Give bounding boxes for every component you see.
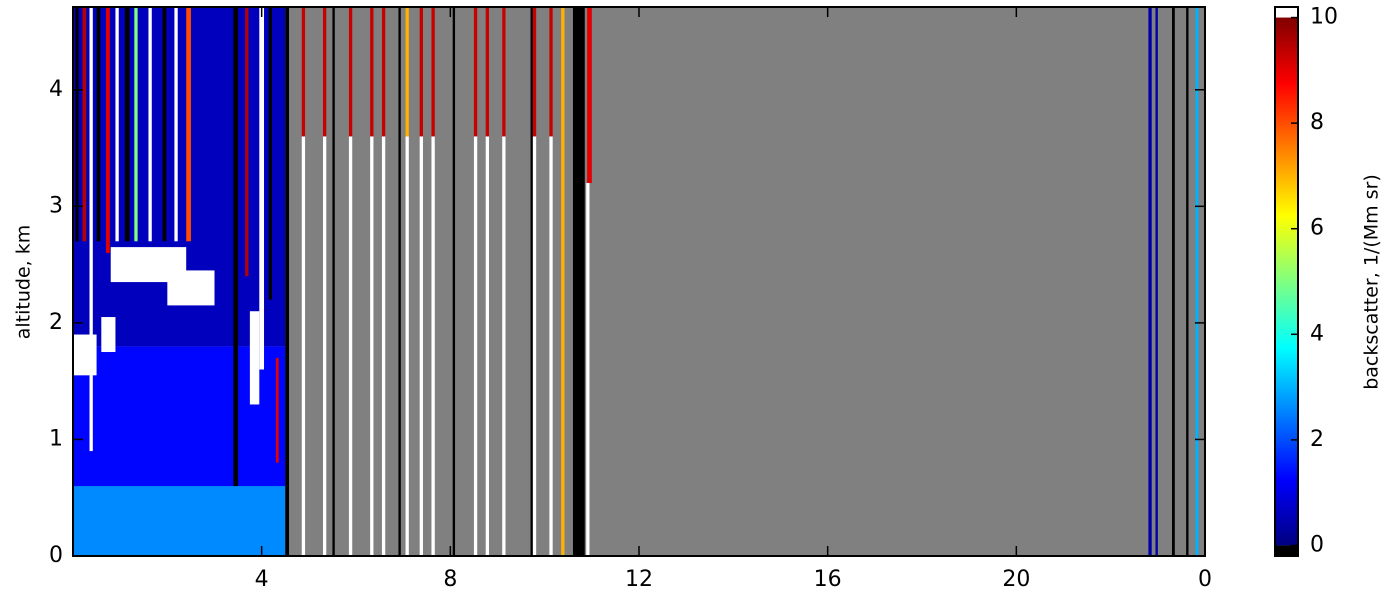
heatmap-cell [115, 7, 119, 242]
heatmap-cell [502, 7, 506, 137]
colorbar-over [1275, 7, 1298, 18]
heatmap-cell [301, 7, 306, 137]
colorbar-tick-label: 0 [1310, 532, 1324, 557]
heatmap-cell [89, 7, 93, 452]
y-tick-label: 3 [49, 193, 63, 218]
heatmap-cell [485, 7, 490, 137]
heatmap-cell [322, 7, 327, 137]
heatmap-cell [431, 7, 435, 137]
heatmap-cell [73, 334, 97, 376]
heatmap-cell [549, 7, 553, 137]
x-tick-label: 4 [255, 567, 269, 592]
heatmap-cell [381, 136, 386, 556]
heatmap-cell [370, 136, 374, 556]
heatmap-cell [431, 136, 435, 556]
heatmap-cell [405, 7, 409, 137]
heatmap-cell [405, 136, 409, 556]
colorbar-tick-label: 4 [1310, 321, 1324, 346]
heatmap-cell [587, 7, 592, 184]
heatmap-cell [348, 7, 353, 137]
heatmap-cell [268, 7, 273, 300]
x-tick-label: 8 [443, 567, 457, 592]
colorbar-tick-label: 2 [1310, 427, 1324, 452]
heatmap-cell [1186, 7, 1189, 556]
heatmap-cell [186, 7, 191, 242]
heatmap-cell [275, 357, 279, 463]
heatmap-cell [419, 136, 423, 556]
colorbar [1275, 17, 1298, 546]
heatmap-cell [1171, 7, 1175, 556]
heatmap-cell [502, 136, 506, 556]
heatmap-cell [259, 7, 265, 370]
heatmap-cell [124, 7, 130, 242]
heatmap-cell [473, 7, 478, 137]
heatmap-cell [245, 7, 249, 277]
heatmap-cell [348, 136, 353, 556]
x-tick-label: 12 [625, 567, 653, 592]
x-tick-label: 0 [1198, 567, 1212, 592]
heatmap-cell [249, 311, 260, 405]
heatmap-cell [233, 7, 239, 487]
heatmap-cell [162, 7, 167, 242]
heatmap-cell [1148, 7, 1152, 556]
heatmap-cell [561, 7, 565, 556]
heatmap-cell [82, 7, 87, 242]
colorbar-tick-label: 8 [1310, 110, 1324, 135]
heatmap-cell [174, 7, 178, 242]
heatmap-cell [301, 136, 306, 556]
heatmap-cell [73, 486, 286, 556]
y-tick-label: 0 [49, 543, 63, 568]
y-tick-label: 4 [49, 77, 63, 102]
x-tick-label: 20 [1002, 567, 1030, 592]
heatmap-cell [572, 7, 585, 556]
heatmap-cell [96, 7, 101, 242]
x-tick-label: 16 [814, 567, 842, 592]
heatmap-cell [332, 7, 335, 556]
heatmap-cell [381, 7, 386, 137]
heatmap-cell [485, 136, 490, 556]
heatmap-cell [106, 7, 110, 253]
y-axis-label: altitude, km [13, 225, 35, 339]
heatmap-cell [101, 317, 116, 353]
heatmap-cell [473, 136, 478, 556]
colorbar-frame [1274, 6, 1299, 557]
heatmap-cell [1155, 7, 1158, 556]
heatmap-cell [530, 7, 533, 556]
heatmap-cell [419, 7, 423, 137]
heatmap-cell [532, 136, 537, 556]
heatmap-cell [532, 7, 537, 137]
colorbar-under [1275, 545, 1298, 556]
heatmap-cell [167, 270, 215, 306]
heatmap-cell [1195, 7, 1199, 556]
y-tick-label: 1 [49, 426, 63, 451]
colorbar-label: backscatter, 1/(Mm sr) [1361, 174, 1383, 390]
heatmap-cell [134, 7, 138, 242]
heatmap-cell [398, 7, 401, 556]
heatmap-cell [452, 7, 456, 556]
heatmap-cell [148, 7, 152, 242]
heatmap-cell [75, 7, 79, 242]
y-tick-label: 2 [49, 310, 63, 335]
heatmap-cell [322, 136, 327, 556]
heatmap-cell [285, 7, 290, 556]
heatmap-cell [370, 7, 374, 137]
colorbar-tick-label: 6 [1310, 216, 1324, 241]
colorbar-tick-label: 10 [1310, 5, 1338, 30]
heatmap-cell [586, 183, 590, 557]
heatmap-cell [549, 136, 553, 556]
